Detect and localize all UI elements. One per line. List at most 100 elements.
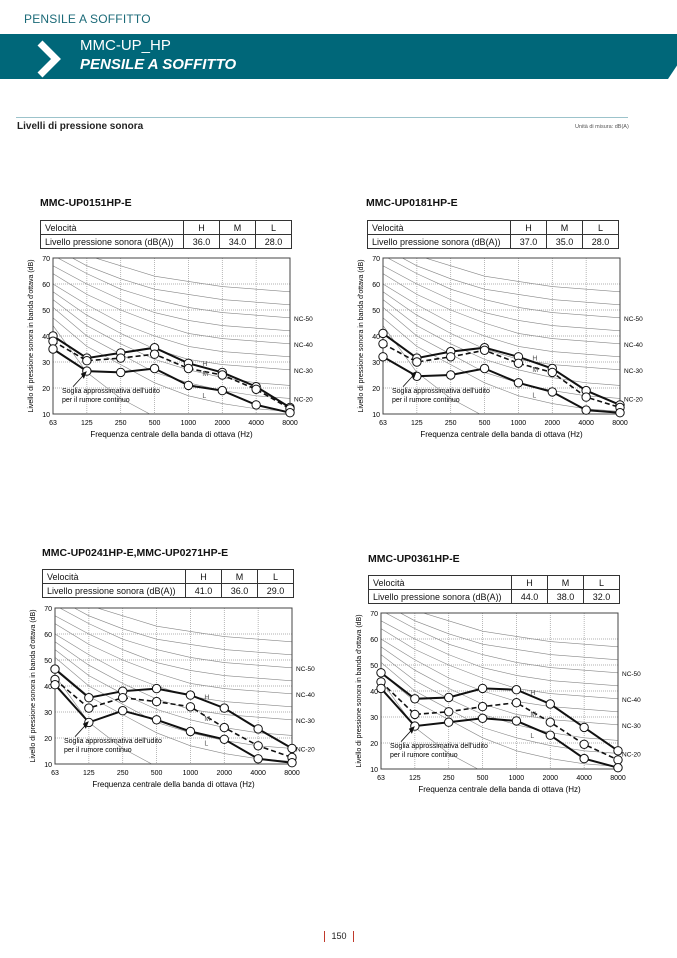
data-point-M [183, 363, 194, 374]
nc-curve [383, 307, 620, 399]
data-point-L [613, 763, 623, 773]
nc-curve [55, 623, 292, 695]
data-point-H [376, 668, 386, 678]
data-point-H [185, 690, 196, 700]
col-h: H [183, 220, 220, 235]
nc-label: NC-40 [624, 342, 643, 349]
threshold-note: per il rumore continuo [64, 747, 132, 754]
series-label-H: H [530, 690, 535, 697]
series-line-L [382, 355, 621, 414]
series-line-L [380, 687, 619, 769]
y-tick-label: 70 [42, 256, 50, 263]
data-point-L [615, 408, 625, 418]
x-tick-label: 500 [149, 420, 161, 427]
speed-label: Velocità [42, 569, 186, 584]
nc-curve [387, 258, 620, 319]
data-point-M [48, 336, 58, 346]
col-l: L [583, 575, 620, 590]
page-number: 150 [331, 931, 347, 941]
table-row: Livello pressione sonora (dB(A)) 44.0 38.0… [368, 589, 620, 604]
y-tick-label: 50 [42, 308, 50, 315]
col-h: H [511, 575, 548, 590]
nc-curve [55, 657, 292, 749]
x-tick-label: 125 [83, 770, 95, 777]
data-point-M [613, 755, 623, 765]
x-tick-label: 8000 [282, 420, 298, 427]
data-point-L [116, 367, 126, 378]
value-m: 35.0 [546, 234, 583, 249]
nc-label: NC-20 [624, 396, 643, 403]
x-tick-label: 250 [115, 420, 127, 427]
x-tick-label: 4000 [250, 770, 266, 777]
x-tick-label: 2000 [542, 775, 558, 782]
data-point-M [149, 349, 160, 359]
nc-label: NC-40 [622, 697, 641, 704]
nc-curve [381, 628, 618, 700]
nc-label: NC-40 [296, 692, 315, 699]
value-h: 37.0 [510, 234, 547, 249]
nc-curve [381, 646, 618, 726]
x-axis-label: Frequenza centrale della banda di ottava… [92, 780, 255, 789]
series-label-M: M [202, 371, 208, 378]
series-label-M: M [204, 716, 210, 723]
series-label-M: M [530, 711, 536, 718]
model-title: MMC-UP_HP [80, 37, 171, 54]
nc-label: NC-30 [296, 718, 315, 725]
x-tick-label: 8000 [610, 775, 626, 782]
nc-curve [381, 672, 618, 767]
nc-curve [424, 258, 620, 293]
table-row: Velocità H M L [368, 575, 620, 590]
y-tick-label: 10 [370, 767, 378, 774]
y-tick-label: 40 [372, 334, 380, 341]
nc-label: NC-50 [622, 671, 641, 678]
section-label: PENSILE A SOFFITTO [24, 12, 151, 26]
speed-label: Velocità [40, 220, 184, 235]
nc-label: NC-50 [624, 316, 643, 323]
x-axis-label: Frequenza centrale della banda di ottava… [420, 430, 583, 439]
nc-label: NC-20 [622, 751, 641, 758]
threshold-curve [55, 675, 153, 764]
x-tick-label: 4000 [576, 775, 592, 782]
data-point-L [511, 716, 522, 726]
data-point-H [613, 746, 623, 756]
series-line-H [52, 335, 291, 409]
nc-curve [385, 613, 618, 674]
nc-curve [53, 299, 290, 386]
table-row: Velocità H M L [40, 220, 292, 235]
data-point-H [444, 692, 454, 703]
x-axis-label: Frequenza centrale della banda di ottava… [418, 785, 581, 794]
x-tick-label: 2000 [216, 770, 232, 777]
x-tick-label: 1000 [509, 775, 525, 782]
col-l: L [582, 220, 619, 235]
data-point-H [511, 685, 522, 695]
x-tick-label: 4000 [248, 420, 264, 427]
series-line-L [52, 348, 291, 414]
value-m: 38.0 [547, 589, 584, 604]
arrow-head-icon [82, 721, 89, 729]
data-point-M [151, 696, 162, 707]
nc-curve [53, 317, 290, 412]
y-tick-label: 60 [42, 282, 50, 289]
col-l: L [255, 220, 292, 235]
x-tick-label: 8000 [612, 420, 628, 427]
x-tick-label: 63 [49, 420, 57, 427]
series-line-L [54, 684, 293, 764]
nc-curve [55, 649, 292, 736]
level-label: Livello pressione sonora (dB(A)) [368, 589, 512, 604]
table-row: Livello pressione sonora (dB(A)) 36.0 34.0… [40, 234, 292, 249]
nc-curve [71, 258, 290, 306]
chart-title: MMC-UP0151HP-E [40, 197, 132, 209]
level-label: Livello pressione sonora (dB(A)) [42, 583, 186, 598]
threshold-note: Soglia approssimativa dell'udito [62, 388, 160, 395]
data-point-M [84, 703, 94, 713]
x-tick-label: 1000 [183, 770, 199, 777]
series-line-M [54, 678, 293, 759]
divider [16, 117, 628, 118]
y-tick-label: 20 [44, 736, 52, 743]
data-point-H [410, 694, 420, 704]
series-line-H [380, 672, 619, 752]
data-point-M [185, 702, 196, 712]
data-point-L [378, 352, 388, 362]
nc-curve [53, 273, 290, 345]
